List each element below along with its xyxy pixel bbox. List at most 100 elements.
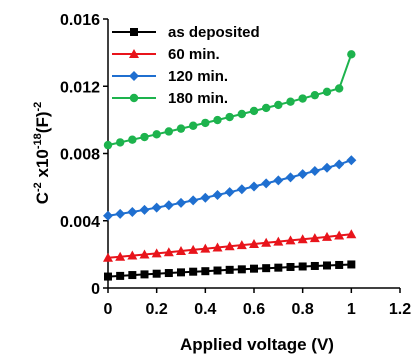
series-triangle (103, 229, 357, 262)
data-point (249, 181, 259, 192)
data-point (104, 272, 112, 281)
y-axis-title-sup1: -2 (32, 182, 44, 192)
data-point (310, 90, 320, 100)
data-point (103, 210, 113, 221)
data-point (200, 243, 211, 253)
y-axis-title-end: (F) (33, 112, 52, 134)
data-point (322, 87, 332, 96)
data-point (212, 190, 223, 201)
data-point (225, 112, 234, 122)
data-point (188, 195, 199, 206)
data-point (163, 247, 174, 257)
y-tick-label: 0 (91, 281, 100, 298)
data-point (285, 235, 296, 245)
data-point (139, 204, 150, 215)
legend-marker (129, 49, 139, 58)
legend: as deposited 60 min. 120 min. 180 min. (112, 24, 260, 107)
data-point (347, 260, 356, 269)
series-layer (103, 50, 357, 281)
data-point (274, 100, 283, 110)
series-circle (103, 50, 356, 150)
data-point (139, 249, 150, 259)
data-point (298, 262, 307, 271)
data-point (189, 267, 198, 276)
data-point (298, 94, 307, 103)
data-point (152, 269, 161, 278)
legend-item: as deposited (112, 24, 260, 41)
data-point (176, 246, 186, 256)
data-point (140, 270, 149, 279)
data-point (262, 264, 271, 273)
x-tick-label: 0.4 (194, 301, 216, 318)
data-point (309, 233, 320, 243)
y-tick-label: 0.008 (60, 147, 100, 164)
data-point (115, 138, 125, 147)
x-tick-label: 0.2 (146, 301, 168, 318)
x-tick-label: 1.2 (389, 301, 411, 318)
data-point (103, 252, 113, 262)
series-diamond (103, 155, 357, 221)
y-axis-title-sup3: -2 (32, 102, 44, 112)
data-point (176, 197, 186, 208)
series-square (104, 260, 356, 281)
legend-label: 180 min. (168, 90, 228, 107)
data-point (103, 140, 113, 150)
data-point (152, 130, 161, 139)
data-point (237, 109, 247, 119)
data-point (297, 234, 308, 244)
data-point (127, 250, 138, 260)
x-axis-title: Applied voltage (V) (180, 335, 334, 354)
data-point (200, 192, 211, 203)
data-point (188, 121, 198, 130)
y-axis-title-sup2: -18 (32, 133, 44, 149)
data-point (273, 175, 284, 186)
data-point (115, 208, 126, 219)
legend-item: 120 min. (112, 68, 228, 85)
data-point (151, 202, 162, 213)
data-point (335, 260, 344, 269)
data-point (151, 248, 162, 258)
data-point (128, 135, 137, 144)
data-point (116, 271, 125, 280)
data-point (346, 155, 357, 166)
data-point (273, 236, 284, 246)
data-point (286, 262, 295, 271)
data-point (286, 97, 295, 106)
data-point (322, 231, 332, 241)
data-point (176, 124, 186, 133)
legend-label: 120 min. (168, 68, 228, 85)
legend-label: as deposited (168, 24, 260, 41)
data-point (322, 162, 332, 173)
data-point (224, 241, 235, 251)
axes: 0 0.004 0.008 0.012 0.016 0 0.2 0.4 0.6 0.8 1 1.2 (60, 12, 411, 318)
data-point (213, 115, 222, 125)
data-point (334, 230, 345, 240)
data-point (177, 268, 185, 277)
legend-marker (129, 71, 139, 81)
data-point (224, 187, 235, 198)
data-point (115, 251, 126, 261)
x-tick-label: 0.6 (243, 301, 265, 318)
y-tick-label: 0.016 (60, 12, 100, 29)
data-point (128, 271, 137, 280)
data-point (201, 267, 210, 276)
data-point (164, 127, 174, 136)
data-point (236, 184, 247, 195)
y-axis-title-base: C (33, 192, 52, 204)
x-tick-label: 0.8 (292, 301, 314, 318)
data-point (249, 238, 259, 248)
data-point (347, 50, 356, 59)
legend-marker (130, 28, 138, 36)
data-point (309, 165, 320, 176)
data-point (249, 106, 259, 116)
legend-item: 60 min. (112, 46, 220, 63)
data-point (261, 178, 272, 189)
data-point (213, 266, 222, 275)
legend-label: 60 min. (168, 46, 220, 63)
data-point (261, 237, 272, 247)
data-point (212, 242, 223, 252)
data-point (164, 269, 173, 278)
series-line (107, 53, 353, 147)
y-tick-label: 0.012 (60, 79, 100, 96)
data-point (323, 261, 331, 270)
